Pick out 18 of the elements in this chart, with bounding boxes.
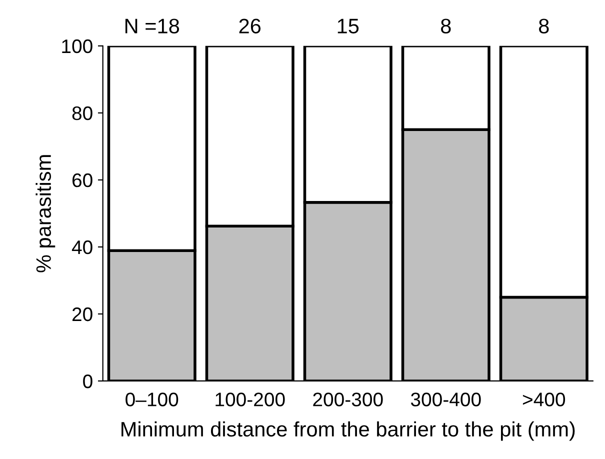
x-axis-title: Minimum distance from the barrier to the pit (mm)	[122, 421, 575, 441]
y-tick-label: 80	[72, 106, 92, 120]
annotation: N =18	[125, 18, 180, 34]
y-tick-label: 60	[72, 173, 92, 188]
x-tick-label: 0–100	[126, 392, 178, 406]
y-tick-label: 40	[72, 240, 92, 254]
y-axis-title: % parasitism	[36, 155, 56, 272]
x-tick-label: 200-300	[313, 392, 383, 406]
x-tick-label: >400	[522, 392, 566, 406]
x-tick-label: 100-200	[216, 392, 285, 406]
y-tick-label: 0	[83, 374, 92, 388]
annotation: 26	[239, 18, 261, 34]
annotation: 8	[539, 18, 549, 34]
y-tick-label: 20	[72, 307, 92, 322]
annotation: 8	[440, 18, 451, 34]
x-tick-label: 300-400	[410, 392, 481, 406]
y-tick-label: 100	[62, 39, 92, 54]
annotation: 15	[338, 18, 359, 34]
